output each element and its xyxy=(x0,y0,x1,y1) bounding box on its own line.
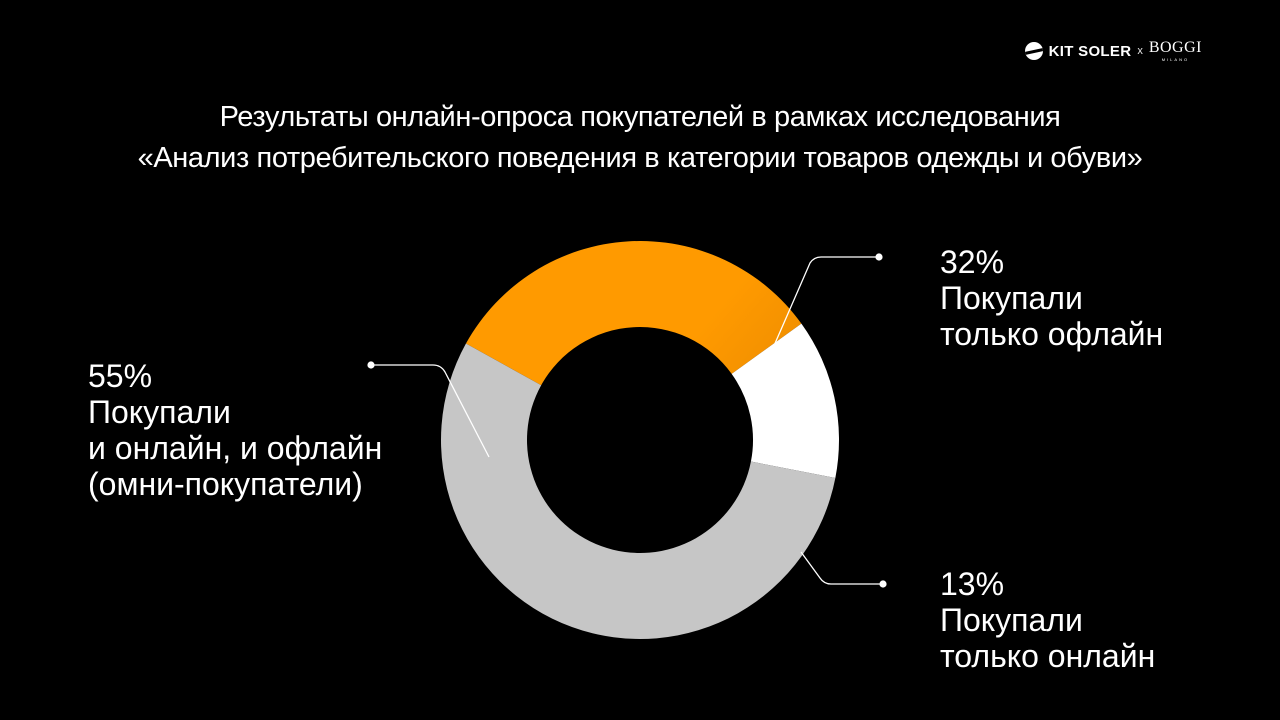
leader-line-offline xyxy=(772,256,879,349)
label-online-line-2: только онлайн xyxy=(940,638,1156,674)
leader-line-omni xyxy=(371,364,490,458)
label-omni-line-2: и онлайн, и офлайн xyxy=(88,430,383,466)
label-online: 13% Покупали только онлайн xyxy=(940,566,1155,674)
slice-online xyxy=(731,323,839,478)
label-omni: 55% Покупали и онлайн, и офлайн (омни-по… xyxy=(88,358,382,502)
leader-dot-omni xyxy=(367,361,375,369)
label-online-line-1: Покупали xyxy=(940,602,1083,638)
leader-dot-offline xyxy=(875,253,883,261)
label-omni-line-3: (омни-покупатели) xyxy=(88,466,363,502)
leader-dot-online xyxy=(879,580,887,588)
percent-omni: 55% xyxy=(88,358,153,394)
boggi-subtitle: MILANO xyxy=(1161,57,1190,62)
title-line-1: Результаты онлайн-опроса покупателей в р… xyxy=(219,101,1061,133)
percent-offline: 32% xyxy=(940,244,1005,280)
label-omni-line-1: Покупали xyxy=(88,394,231,430)
brand-separator: x xyxy=(1137,45,1143,57)
slide-title: Результаты онлайн-опроса покупателей в р… xyxy=(0,97,1280,179)
label-offline-line-1: Покупали xyxy=(940,280,1083,316)
percent-online: 13% xyxy=(940,566,1005,602)
leader-line-online xyxy=(800,551,883,585)
title-line-2: «Анализ потребительского поведения в кат… xyxy=(137,142,1143,174)
label-offline: 32% Покупали только офлайн xyxy=(940,244,1163,352)
label-offline-line-2: только офлайн xyxy=(940,316,1164,352)
slice-omni xyxy=(441,343,836,639)
boggi-logo: BOGGI MILANO xyxy=(1149,40,1202,62)
kit-soler-logo-icon xyxy=(1024,42,1043,60)
boggi-wordmark: BOGGI xyxy=(1148,39,1202,56)
slice-offline xyxy=(465,241,802,386)
kit-soler-wordmark: KIT SOLER xyxy=(1048,42,1132,60)
brand-logo: KIT SOLER x BOGGI MILANO xyxy=(1024,38,1202,64)
